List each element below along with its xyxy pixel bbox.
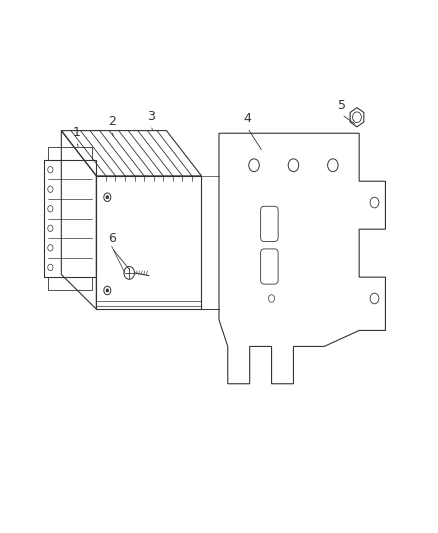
Text: 4: 4 [244,112,251,125]
Text: 1: 1 [73,126,81,139]
Text: 3: 3 [147,110,155,123]
Circle shape [106,289,109,292]
Circle shape [106,196,109,199]
Text: 5: 5 [338,99,346,112]
Text: 6: 6 [108,232,116,245]
Text: 2: 2 [108,115,116,128]
